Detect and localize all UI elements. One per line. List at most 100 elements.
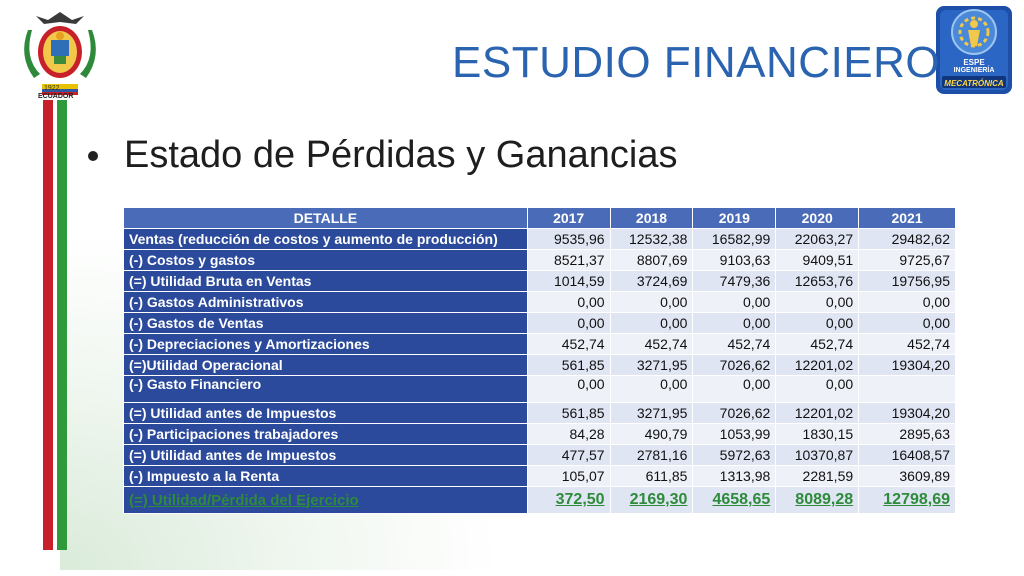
table-row: (=)Utilidad Operacional 561,85 3271,95 7… (123, 354, 956, 376)
cell-value: 0,00 (526, 291, 611, 313)
table-row: (-) Participaciones trabajadores 84,28 4… (123, 423, 956, 445)
cell-value: 0,00 (775, 312, 860, 334)
table-header-row: DETALLE 2017 2018 2019 2020 2021 (123, 207, 956, 229)
row-label: (=) Utilidad Bruta en Ventas (123, 270, 528, 292)
header-2018: 2018 (609, 207, 694, 229)
cell-value: 1053,99 (692, 423, 777, 445)
table-row-total: (=) Utilidad/Pérdida del Ejercicio 372,5… (123, 486, 956, 514)
cell-value: 1313,98 (692, 465, 777, 487)
cell-value: 477,57 (526, 444, 611, 466)
cell-value: 452,74 (526, 333, 611, 355)
cell-value: 19304,20 (858, 402, 956, 424)
row-label: (=) Utilidad antes de Impuestos (123, 444, 528, 466)
cell-value: 12653,76 (775, 270, 860, 292)
logo-year: 1922 (44, 85, 60, 92)
cell-value: 0,00 (526, 375, 611, 403)
row-label: (-) Impuesto a la Renta (123, 465, 528, 487)
cell-value: 3724,69 (609, 270, 694, 292)
flag-stripe-green (57, 100, 67, 550)
cell-value: 2781,16 (609, 444, 694, 466)
header-2019: 2019 (692, 207, 777, 229)
cell-value: 5972,63 (692, 444, 777, 466)
cell-value: 12201,02 (775, 354, 860, 376)
cell-value-total: 8089,28 (775, 486, 860, 514)
cell-value: 12532,38 (609, 228, 694, 250)
cell-value: 9103,63 (692, 249, 777, 271)
table-row: (-) Depreciaciones y Amortizaciones 452,… (123, 333, 956, 355)
table-row: (-) Gastos de Ventas 0,00 0,00 0,00 0,00… (123, 312, 956, 334)
cell-value: 19304,20 (858, 354, 956, 376)
cell-value (858, 375, 956, 403)
cell-value: 452,74 (692, 333, 777, 355)
cell-value: 561,85 (526, 402, 611, 424)
cell-value: 19756,95 (858, 270, 956, 292)
logo-caption: ECUADOR (38, 93, 74, 100)
cell-value: 0,00 (775, 375, 860, 403)
table-row: (=) Utilidad antes de Impuestos 561,85 3… (123, 402, 956, 424)
header-detalle: DETALLE (123, 207, 528, 229)
cell-value: 105,07 (526, 465, 611, 487)
espe-mecatronica-logo-icon: ESPE INGENIERÍA MECATRÓNICA (934, 2, 1014, 96)
table-row: (=) Utilidad antes de Impuestos 477,57 2… (123, 444, 956, 466)
bullet-dot-icon (88, 150, 98, 161)
cell-value: 22063,27 (775, 228, 860, 250)
row-label: (-) Gasto Financiero (123, 375, 528, 403)
cell-value: 9535,96 (526, 228, 611, 250)
logo-line2: INGENIERÍA (953, 67, 995, 74)
financial-table: DETALLE 2017 2018 2019 2020 2021 Ventas … (123, 207, 956, 514)
table-row: (-) Impuesto a la Renta 105,07 611,85 13… (123, 465, 956, 487)
cell-value-total: 12798,69 (858, 486, 956, 514)
logo-line1: ESPE (963, 58, 985, 67)
bullet-item: Estado de Pérdidas y Ganancias (88, 134, 677, 177)
cell-value: 9725,67 (858, 249, 956, 271)
flag-stripe-white (53, 100, 57, 550)
row-label-total: (=) Utilidad/Pérdida del Ejercicio (123, 486, 528, 514)
cell-value: 561,85 (526, 354, 611, 376)
cell-value: 16582,99 (692, 228, 777, 250)
cell-value: 452,74 (775, 333, 860, 355)
row-label: (-) Participaciones trabajadores (123, 423, 528, 445)
header-2020: 2020 (775, 207, 860, 229)
cell-value: 452,74 (858, 333, 956, 355)
cell-value: 3609,89 (858, 465, 956, 487)
cell-value: 0,00 (526, 312, 611, 334)
cell-value: 29482,62 (858, 228, 956, 250)
row-label: (-) Gastos Administrativos (123, 291, 528, 313)
table-row: (-) Gasto Financiero 0,00 0,00 0,00 0,00 (123, 375, 956, 403)
cell-value: 1830,15 (775, 423, 860, 445)
cell-value: 1014,59 (526, 270, 611, 292)
table-row: Ventas (reducción de costos y aumento de… (123, 228, 956, 250)
page-title: ESTUDIO FINANCIERO (452, 38, 941, 87)
logo-line3: MECATRÓNICA (944, 79, 1004, 88)
row-label: (=)Utilidad Operacional (123, 354, 528, 376)
cell-value: 84,28 (526, 423, 611, 445)
cell-value: 0,00 (858, 312, 956, 334)
cell-value-total: 2169,30 (609, 486, 694, 514)
table-row: (-) Gastos Administrativos 0,00 0,00 0,0… (123, 291, 956, 313)
cell-value: 8807,69 (609, 249, 694, 271)
cell-value: 0,00 (609, 375, 694, 403)
row-label: (-) Costos y gastos (123, 249, 528, 271)
cell-value: 3271,95 (609, 402, 694, 424)
cell-value: 3271,95 (609, 354, 694, 376)
cell-value: 7026,62 (692, 402, 777, 424)
flag-stripe-red (43, 100, 53, 550)
cell-value: 452,74 (609, 333, 694, 355)
row-label: (-) Depreciaciones y Amortizaciones (123, 333, 528, 355)
cell-value: 0,00 (609, 312, 694, 334)
cell-value: 2895,63 (858, 423, 956, 445)
ecuador-coat-of-arms-icon: 1922 ECUADOR (18, 8, 102, 100)
cell-value: 0,00 (775, 291, 860, 313)
header-2021: 2021 (858, 207, 956, 229)
cell-value: 0,00 (609, 291, 694, 313)
cell-value: 0,00 (692, 291, 777, 313)
cell-value: 7026,62 (692, 354, 777, 376)
cell-value: 0,00 (692, 375, 777, 403)
header-2017: 2017 (526, 207, 611, 229)
cell-value-total: 4658,65 (692, 486, 777, 514)
cell-value-total: 372,50 (526, 486, 611, 514)
cell-value: 2281,59 (775, 465, 860, 487)
row-label: Ventas (reducción de costos y aumento de… (123, 228, 528, 250)
cell-value: 0,00 (692, 312, 777, 334)
table-row: (-) Costos y gastos 8521,37 8807,69 9103… (123, 249, 956, 271)
